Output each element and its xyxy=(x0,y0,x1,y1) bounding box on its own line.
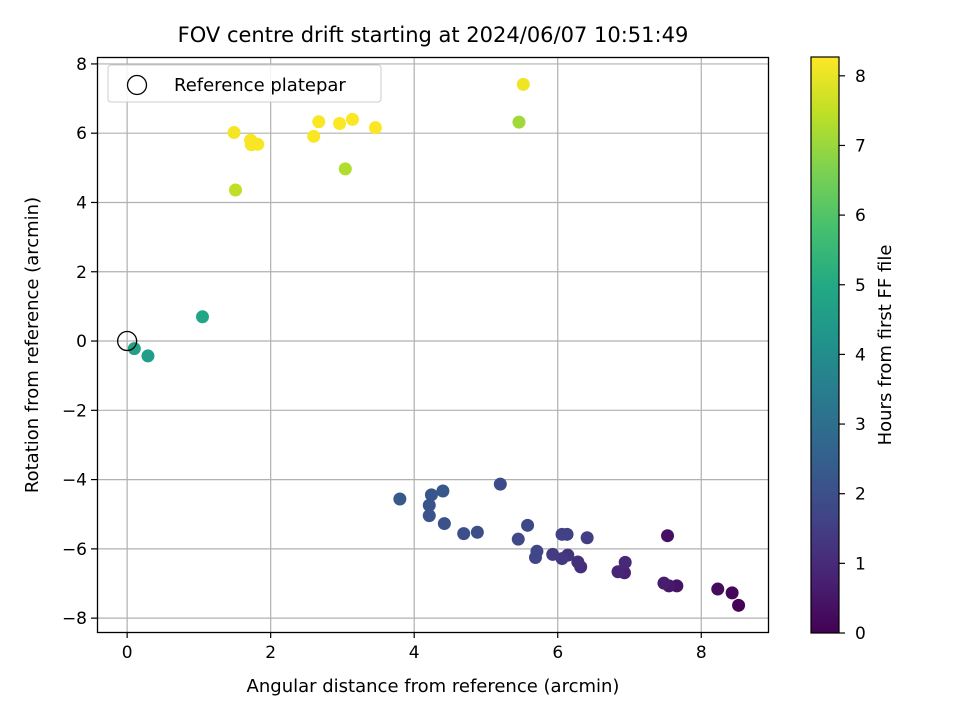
data-point xyxy=(511,532,525,546)
data-point xyxy=(437,517,451,531)
data-point xyxy=(725,586,739,600)
data-point xyxy=(227,126,241,140)
data-point xyxy=(580,531,594,545)
colorbar-ticks: 0 1 2 3 4 5 6 7 8 xyxy=(839,67,866,644)
legend-box xyxy=(107,64,382,103)
legend: Reference platepar xyxy=(107,64,382,103)
data-point xyxy=(345,112,359,126)
colorbar-tick-label: 6 xyxy=(855,206,866,226)
reference-platepar-marker xyxy=(116,330,138,352)
plot-frame xyxy=(96,56,770,634)
data-point xyxy=(422,509,436,523)
data-point xyxy=(661,529,675,543)
data-point xyxy=(333,117,347,131)
colorbar-frame xyxy=(810,56,840,634)
y-tick-label: −2 xyxy=(62,401,87,421)
data-point xyxy=(711,582,725,596)
colorbar-tick-label: 0 xyxy=(855,624,866,644)
data-point xyxy=(571,555,585,569)
y-axis-ticks: −8 −6 −4 −2 0 2 4 6 8 xyxy=(62,55,97,629)
colorbar-tick-label: 3 xyxy=(855,415,866,435)
data-point xyxy=(436,484,450,498)
data-point xyxy=(618,555,632,569)
data-point xyxy=(493,477,507,491)
data-point xyxy=(195,310,209,324)
x-tick-label: 6 xyxy=(552,643,563,663)
data-point xyxy=(512,115,526,129)
y-tick-label: 0 xyxy=(76,332,87,352)
colorbar-tick-label: 7 xyxy=(855,136,866,156)
colorbar-label: Hours from first FF file xyxy=(875,245,896,446)
data-point xyxy=(732,598,746,612)
colorbar-tick-label: 1 xyxy=(855,554,866,574)
data-point xyxy=(368,121,382,135)
chart-title: FOV centre drift starting at 2024/06/07 … xyxy=(178,23,689,47)
colorbar-gradient xyxy=(811,57,839,633)
data-point xyxy=(338,162,352,176)
y-tick-label: −8 xyxy=(62,609,87,629)
data-point xyxy=(530,544,544,558)
y-tick-label: 4 xyxy=(76,193,87,213)
grid-lines xyxy=(97,57,768,632)
x-tick-label: 0 xyxy=(122,643,133,663)
colorbar-tick-label: 5 xyxy=(855,276,866,296)
data-point xyxy=(312,115,326,129)
data-point xyxy=(521,518,535,532)
y-tick-label: 6 xyxy=(76,124,87,144)
x-tick-label: 2 xyxy=(265,643,276,663)
y-tick-label: −6 xyxy=(62,540,87,560)
data-point xyxy=(657,576,671,590)
data-point xyxy=(307,129,321,143)
data-point xyxy=(516,77,530,91)
data-point xyxy=(229,183,243,197)
y-tick-label: −4 xyxy=(62,471,87,491)
colorbar-tick-label: 4 xyxy=(855,345,866,365)
y-tick-label: 8 xyxy=(76,55,87,75)
x-axis-label: Angular distance from reference (arcmin) xyxy=(247,676,620,697)
data-point xyxy=(546,547,560,561)
data-point xyxy=(251,137,265,151)
data-point xyxy=(470,525,484,539)
data-point xyxy=(611,565,625,579)
legend-marker-reference xyxy=(126,74,148,96)
data-point xyxy=(141,349,155,363)
x-tick-label: 4 xyxy=(409,643,420,663)
data-point xyxy=(422,498,436,512)
x-axis-ticks: 0 2 4 6 8 xyxy=(122,632,707,663)
x-tick-label: 8 xyxy=(696,643,707,663)
y-tick-label: 2 xyxy=(76,263,87,283)
data-point xyxy=(424,488,438,502)
colorbar-tick-label: 8 xyxy=(855,67,866,87)
colorbar-tick-label: 2 xyxy=(855,485,866,505)
y-axis-label: Rotation from reference (arcmin) xyxy=(22,197,43,493)
data-point xyxy=(127,342,141,356)
colorbar: 0 1 2 3 4 5 6 7 8 Hours from first FF file xyxy=(810,56,896,644)
data-point xyxy=(555,527,569,541)
legend-label-reference: Reference platepar xyxy=(174,75,346,96)
data-points xyxy=(116,77,746,612)
data-point xyxy=(457,527,471,541)
data-point xyxy=(393,492,407,506)
